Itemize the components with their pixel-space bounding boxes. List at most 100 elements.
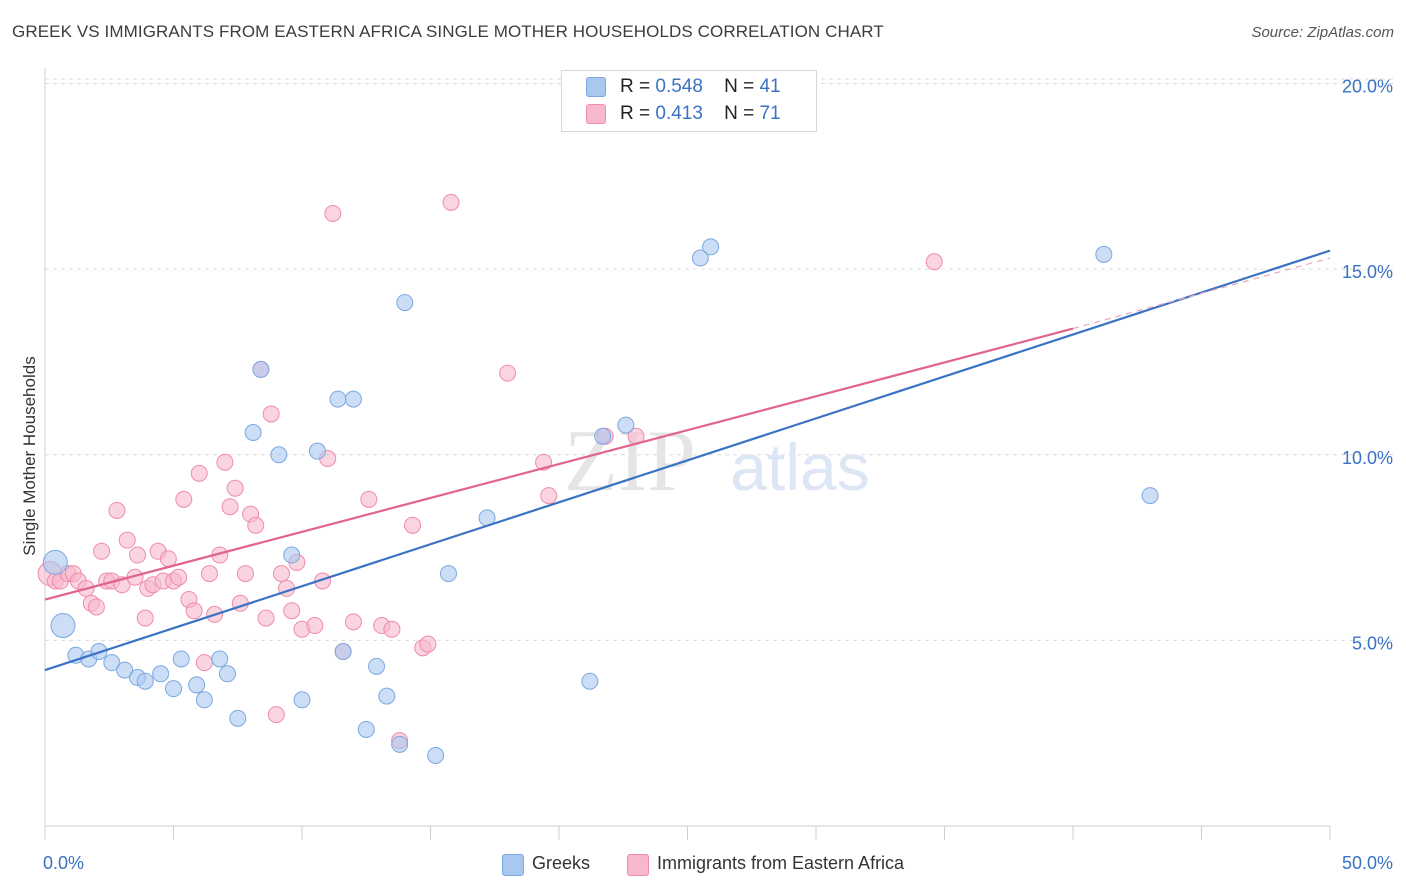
immigrants-point: [185, 602, 203, 620]
immigrants-point: [129, 546, 147, 564]
greeks-point: [368, 657, 386, 675]
grid-lines: [45, 78, 1395, 641]
greeks-point: [252, 360, 270, 378]
greeks-point: [136, 672, 154, 690]
greeks-point: [344, 390, 362, 408]
immigrants-point: [175, 490, 193, 508]
greeks-point: [218, 665, 236, 683]
immigrants-point: [87, 598, 105, 616]
watermark: ZIP atlas: [564, 413, 870, 510]
greeks-point: [308, 442, 326, 460]
immigrants-point: [360, 490, 378, 508]
greeks-swatch: [502, 854, 524, 876]
greeks-trend-line: [44, 249, 1331, 672]
trend-lines: [44, 249, 1331, 672]
greeks-point: [439, 565, 457, 583]
y-tick-label: 15.0%: [1342, 262, 1393, 282]
immigrants-point: [236, 565, 254, 583]
immigrants-point: [93, 542, 111, 560]
immigrants-point: [540, 487, 558, 505]
greeks-point: [103, 654, 121, 672]
n-value: 71: [759, 103, 781, 124]
source-credit: Source: ZipAtlas.com: [1251, 24, 1394, 41]
immigrants-point: [925, 253, 943, 271]
tick-labels: 5.0% 10.0% 15.0% 20.0% 0.0% 50.0%: [43, 77, 1393, 873]
greeks-point: [427, 746, 445, 764]
greeks-point: [391, 735, 409, 753]
axes: [44, 68, 1331, 840]
immigrants-point: [324, 204, 342, 222]
greeks-point: [1141, 487, 1159, 505]
immigrants-point: [419, 635, 437, 653]
watermark-atlas: atlas: [730, 430, 869, 504]
greeks-point: [396, 294, 414, 312]
immigrants-point: [283, 602, 301, 620]
immigrants-point: [221, 498, 239, 516]
immigrants-point: [216, 453, 234, 471]
immigrants-trend-extension: [1072, 257, 1331, 330]
immigrants-trend-line: [44, 327, 1074, 601]
greeks-point: [702, 238, 720, 256]
correlation-legend: R = 0.548 N = 41 R = 0.413 N = 71: [561, 70, 817, 132]
immigrants-point: [195, 654, 213, 672]
n-label: N =: [724, 103, 755, 124]
immigrants-point: [344, 613, 362, 631]
greeks-point: [329, 390, 347, 408]
greeks-point: [293, 691, 311, 709]
immigrants-point: [200, 565, 218, 583]
greeks-point: [594, 427, 612, 445]
r-label: R =: [620, 76, 651, 97]
greeks-point: [152, 665, 170, 683]
greeks-point: [211, 650, 229, 668]
greeks-point: [116, 661, 134, 679]
immigrants-point: [170, 568, 188, 586]
greeks-point: [244, 424, 262, 442]
immigrants-point: [262, 405, 280, 423]
immigrants-point: [190, 464, 208, 482]
y-tick-label: 20.0%: [1342, 77, 1393, 97]
immigrants-point: [247, 516, 265, 534]
immigrants-point: [404, 516, 422, 534]
legend-greeks-label: Greeks: [532, 853, 591, 873]
greeks-point: [270, 446, 288, 464]
greeks-point: [229, 709, 247, 727]
x-tick-label: 0.0%: [43, 853, 84, 873]
immigrants-point: [267, 706, 285, 724]
immigrants-point: [257, 609, 275, 627]
immigrants-point: [499, 364, 517, 382]
greeks-point: [283, 546, 301, 564]
immigrants-swatch: [586, 104, 606, 124]
greeks-point: [334, 643, 352, 661]
immigrants-point: [159, 550, 177, 568]
immigrants-point: [272, 565, 290, 583]
greeks-point: [378, 687, 396, 705]
greeks-point: [691, 249, 709, 267]
greeks-points: [42, 238, 1159, 764]
greeks-point: [617, 416, 635, 434]
immigrants-point: [108, 501, 126, 519]
greeks-swatch: [586, 77, 606, 97]
r-value: 0.413: [655, 103, 703, 124]
greeks-point: [165, 680, 182, 698]
greeks-point: [172, 650, 190, 668]
y-tick-label: 5.0%: [1352, 633, 1393, 653]
legend-immigrants-label: Immigrants from Eastern Africa: [657, 853, 905, 873]
n-value: 41: [759, 76, 781, 97]
r-label: R =: [620, 103, 651, 124]
n-label: N =: [724, 76, 755, 97]
immigrants-point: [136, 609, 154, 627]
immigrants-point: [442, 193, 460, 211]
greeks-point: [50, 613, 76, 639]
immigrants-point: [306, 617, 324, 635]
greeks-point: [188, 676, 206, 694]
greeks-point: [195, 691, 213, 709]
greeks-point: [581, 672, 599, 690]
x-tick-label: 50.0%: [1342, 853, 1393, 873]
greeks-point: [1095, 245, 1113, 263]
y-tick-label: 10.0%: [1342, 448, 1393, 468]
greeks-point: [42, 549, 68, 575]
immigrants-point: [118, 531, 136, 549]
y-axis-label: Single Mother Households: [20, 356, 39, 556]
chart-title: GREEK VS IMMIGRANTS FROM EASTERN AFRICA …: [12, 22, 884, 41]
